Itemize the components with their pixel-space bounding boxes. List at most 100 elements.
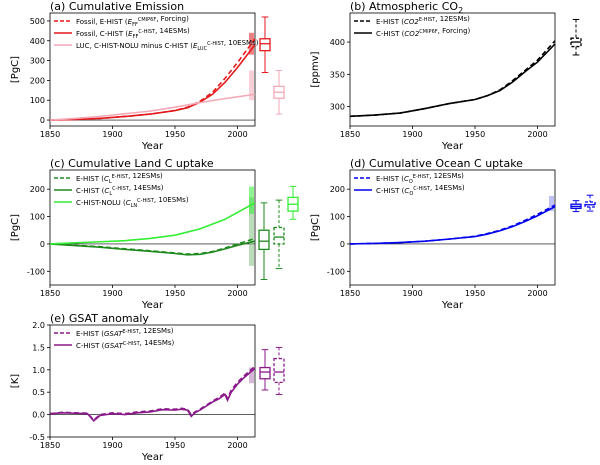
box-body [259, 366, 271, 380]
y-tick-label: 0 [40, 240, 45, 249]
end-range-marker [249, 32, 254, 55]
y-tick-label: 0 [340, 240, 345, 249]
x-tick-label: 1900 [102, 130, 122, 139]
box-plot [258, 202, 270, 281]
x-tick-label: 1950 [465, 130, 485, 139]
y-tick-label: 400 [330, 38, 345, 47]
end-range-marker [549, 196, 554, 212]
legend-label: Fossil, E-HIST (EFFCMIP6F, Forcing) [76, 15, 189, 28]
legend: Fossil, E-HIST (EFFCMIP6F, Forcing)Fossi… [54, 15, 259, 52]
panel-4: (e) GSAT anomaly 1850 1900 1950 2000 -0.5 0.0 0… [10, 312, 285, 463]
y-tick-label: 200 [30, 185, 45, 194]
legend-label: Fossil, C-HIST (EFFC-HIST, 14ESMs) [76, 27, 190, 40]
panel-2: (c) Cumulative Land C uptake 1850 1900 1950… [10, 157, 299, 311]
x-axis-label: Year [441, 141, 464, 152]
y-axis-label: [PgC] [10, 214, 21, 241]
x-tick-label: 2000 [527, 130, 547, 139]
x-tick-label: 1850 [340, 289, 360, 298]
series-line-1 [49, 367, 256, 422]
end-range-marker [249, 197, 254, 266]
panel-title: (d) Cumulative Ocean C uptake [350, 157, 523, 170]
legend-label: E-HIST (GSATE-HIST, 12ESMs) [76, 327, 174, 338]
legend-label: E-HIST (CO2E-HIST, 12ESMs) [376, 15, 470, 26]
y-tick-label: -100 [327, 267, 345, 276]
box-body [259, 38, 271, 52]
panel-0: (a) Cumulative Emission 1850 1900 1950 2000 0… [10, 0, 285, 152]
y-axis-label: [PgC] [310, 214, 321, 241]
y-tick-label: 0.5 [32, 388, 45, 397]
plot-frame [49, 169, 256, 286]
x-tick-label: 1900 [102, 289, 122, 298]
box-plot [570, 18, 582, 56]
x-tick-label: 2000 [227, 130, 247, 139]
legend-label: E-HIST (COE-HIST, 12ESMs) [376, 172, 464, 185]
box-plot [259, 16, 271, 73]
y-tick-label: 500 [30, 17, 45, 26]
legend: E-HIST (GSATE-HIST, 12ESMs)C-HIST (GSATC… [54, 327, 175, 350]
legend-label: C-HIST-NOLU (CLNC-HIST, 10ESMs) [76, 196, 189, 209]
legend: E-HIST (CLE-HIST, 12ESMs)C-HIST (CLC-HIS… [54, 172, 189, 209]
box-body [273, 357, 285, 383]
y-tick-label: 100 [330, 213, 345, 222]
series-line-2 [49, 202, 256, 245]
y-tick-label: 200 [30, 76, 45, 85]
panel-title: (c) Cumulative Land C uptake [50, 157, 214, 170]
y-tick-label: 2.0 [32, 321, 45, 330]
y-axis-label: [PgC] [10, 56, 21, 83]
x-axis-label: Year [141, 452, 164, 463]
x-axis-label: Year [441, 300, 464, 311]
panel-title: (b) Atmospheric CO2 [350, 0, 463, 15]
legend-label: C-HIST (CO2CMIP6F, Forcing) [376, 27, 471, 38]
plot-frame [349, 12, 556, 127]
panel-title: (a) Cumulative Emission [50, 0, 184, 13]
series-line-1 [349, 205, 556, 245]
plot-frame [49, 12, 256, 127]
plot-frame [349, 169, 556, 286]
x-axis-label: Year [141, 141, 164, 152]
y-axis-label: [K] [10, 374, 21, 388]
y-tick-label: 0 [40, 116, 45, 125]
box-plot [273, 69, 285, 115]
series-line-0 [349, 40, 556, 118]
legend: E-HIST (CO2E-HIST, 12ESMs)C-HIST (CO2CMI… [354, 15, 471, 38]
y-axis-label: [ppmv] [310, 51, 321, 87]
box-plot [570, 200, 582, 213]
legend-label: C-HIST (CLC-HIST, 14ESMs) [76, 184, 164, 197]
legend-label: C-HIST (GSATC-HIST, 14ESMs) [76, 339, 175, 350]
end-range-marker [249, 70, 254, 101]
plot-frame [49, 324, 256, 438]
box-plot [584, 194, 596, 212]
x-tick-label: 1950 [165, 441, 185, 450]
x-tick-label: 1950 [465, 289, 485, 298]
y-tick-label: 1.5 [32, 343, 45, 352]
series-line-0 [49, 38, 256, 121]
y-tick-label: -100 [27, 267, 45, 276]
y-tick-label: 100 [30, 213, 45, 222]
x-tick-label: 2000 [227, 289, 247, 298]
box-plot [273, 199, 285, 270]
legend-label: E-HIST (CLE-HIST, 12ESMs) [76, 172, 163, 185]
box-body [258, 229, 270, 251]
y-tick-label: 100 [30, 96, 45, 105]
x-tick-label: 2000 [527, 289, 547, 298]
box-plot [287, 185, 299, 220]
y-tick-label: 400 [30, 37, 45, 46]
series-line-1 [349, 43, 556, 118]
y-tick-label: 1.0 [32, 366, 45, 375]
x-axis-label: Year [141, 300, 164, 311]
box-plot [273, 346, 285, 395]
y-tick-label: 0.0 [32, 411, 45, 420]
panel-1: (b) Atmospheric CO2 1850 1900 1950 2000 300 35… [310, 0, 582, 152]
legend: E-HIST (COE-HIST, 12ESMs)C-HIST (COC-HIS… [354, 172, 465, 197]
panel-3: (d) Cumulative Ocean C uptake 1850 1900 195… [310, 157, 596, 311]
series-line-2 [49, 93, 256, 121]
x-tick-label: 1900 [102, 441, 122, 450]
y-tick-label: 300 [330, 103, 345, 112]
x-tick-label: 1950 [165, 289, 185, 298]
y-tick-label: -0.5 [29, 433, 45, 442]
x-tick-label: 1850 [340, 130, 360, 139]
y-tick-label: 200 [330, 185, 345, 194]
x-tick-label: 1900 [402, 289, 422, 298]
end-range-marker [249, 367, 254, 384]
